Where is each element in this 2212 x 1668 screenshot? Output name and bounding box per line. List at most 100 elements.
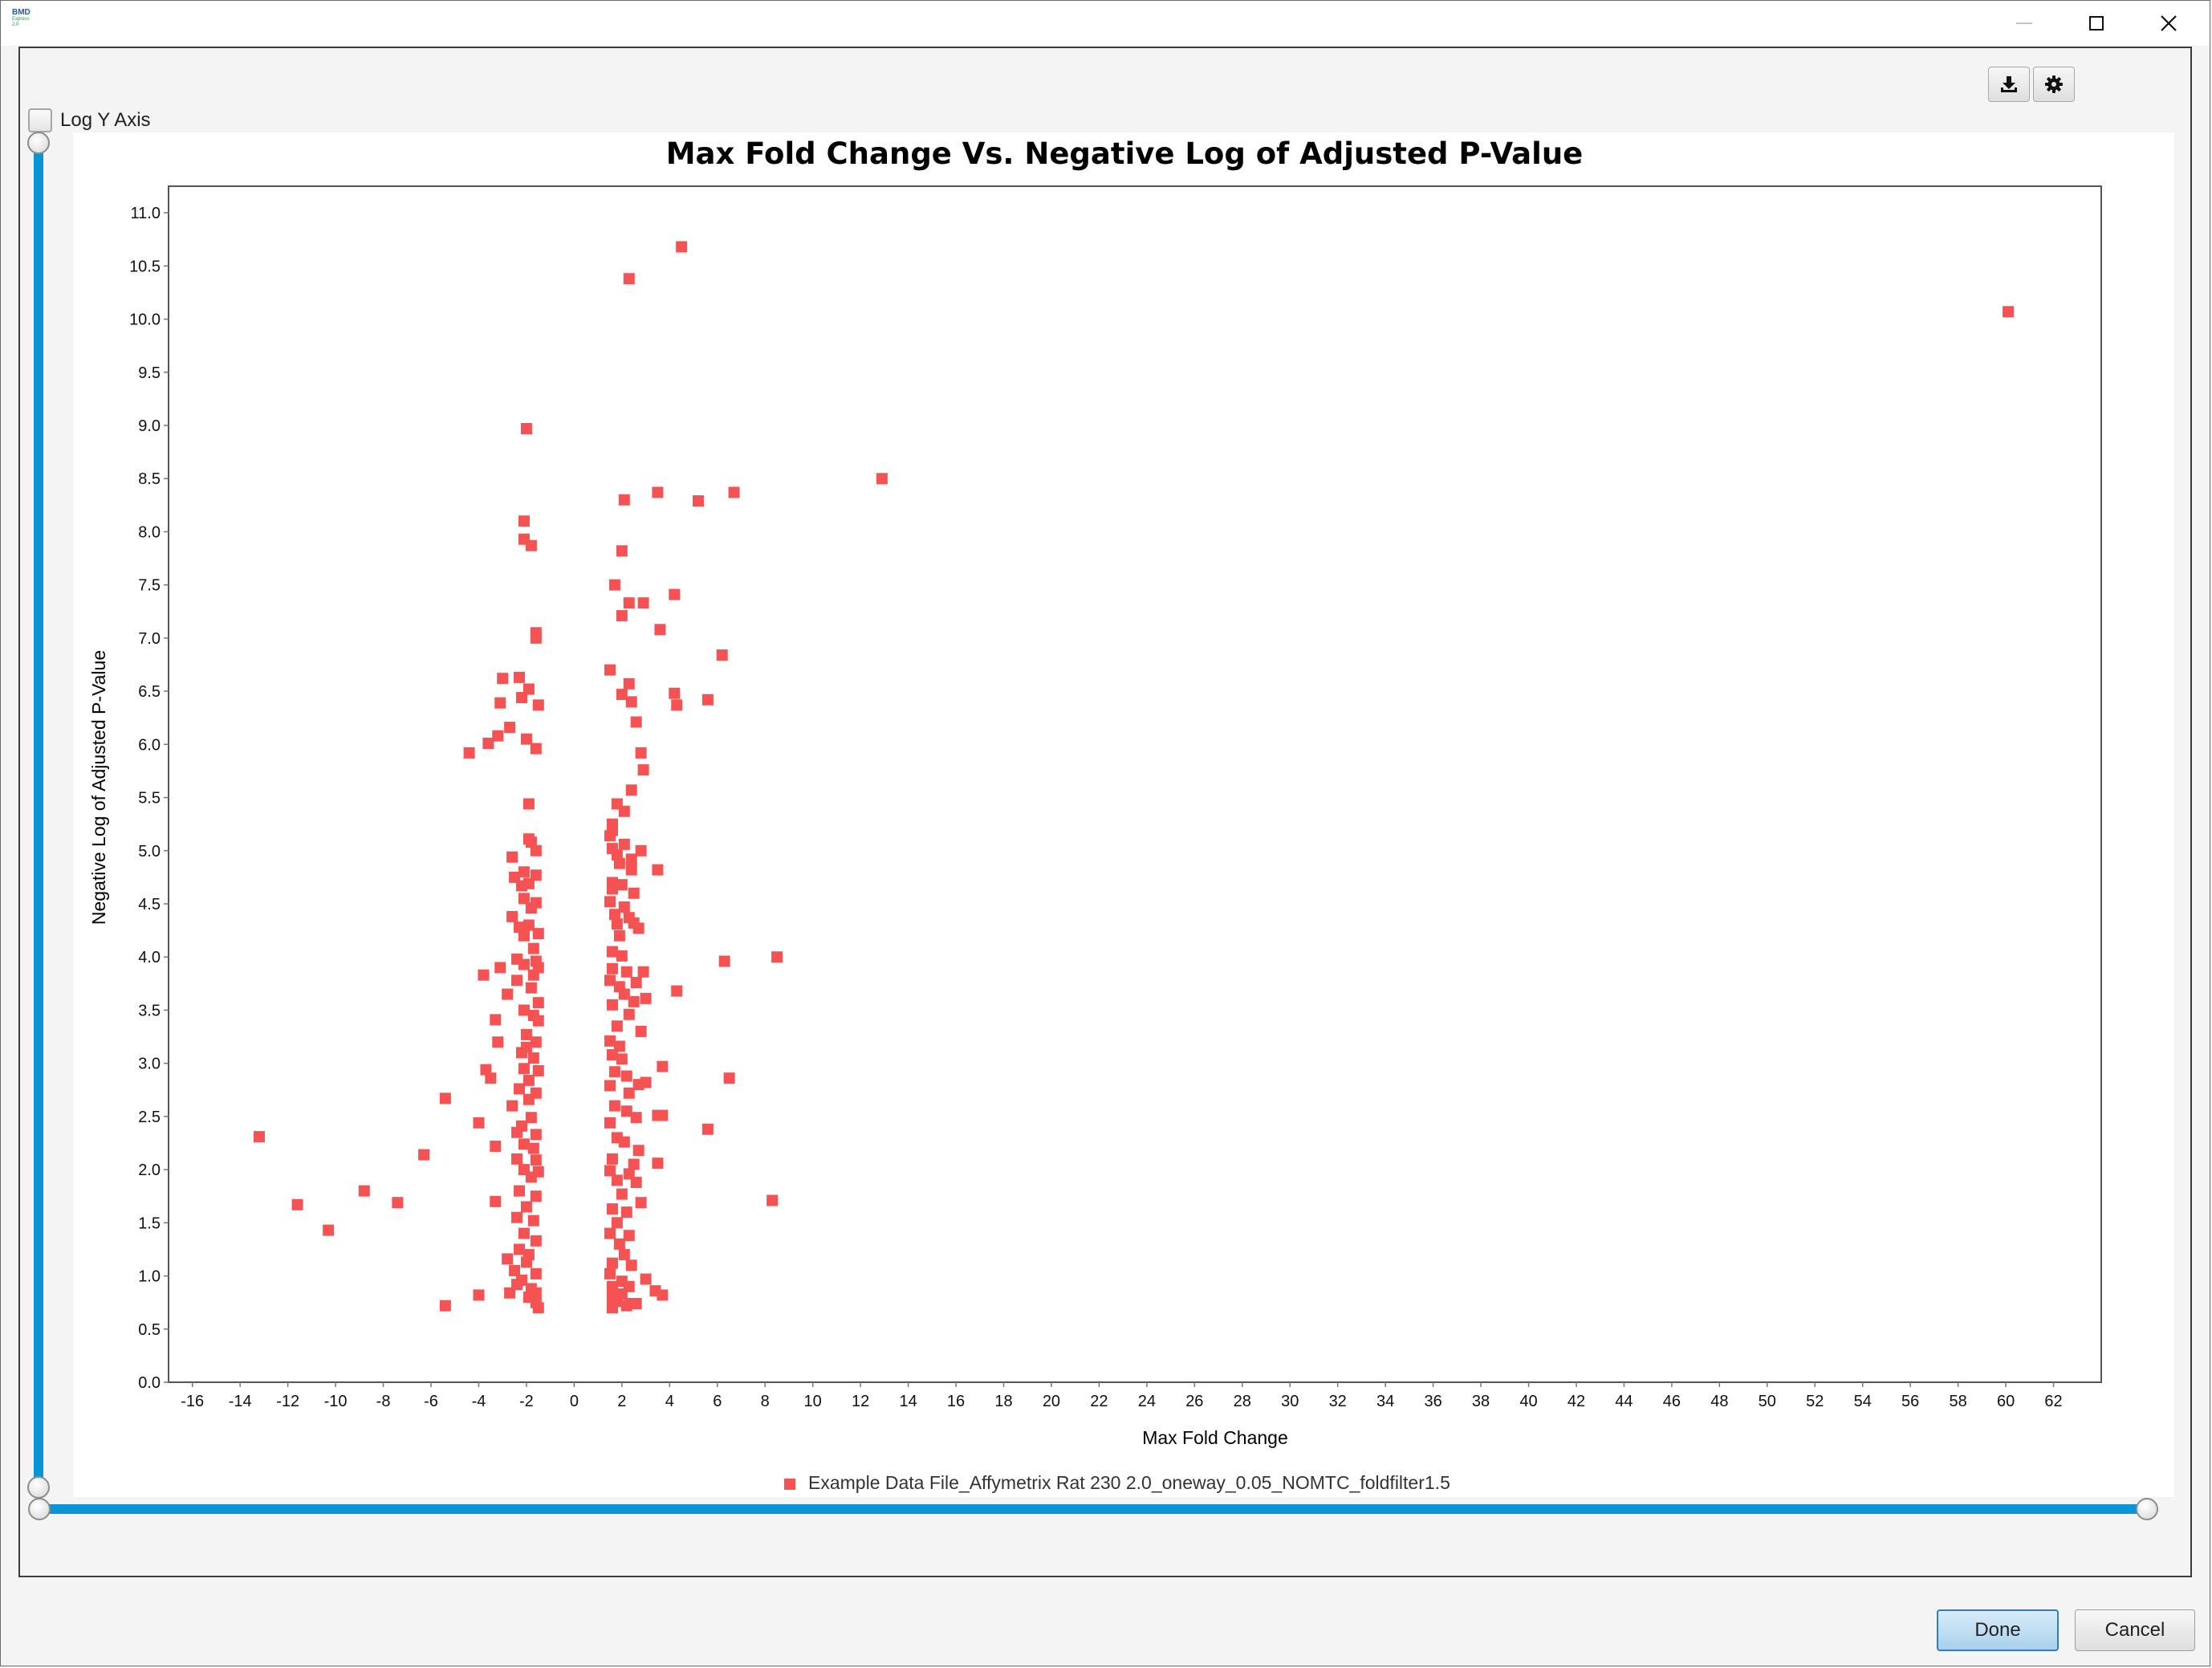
data-point: [520, 1256, 532, 1268]
data-point: [358, 1185, 370, 1197]
data-point: [490, 1140, 502, 1152]
y-tick-label: 0.0: [138, 1374, 161, 1392]
log-y-axis-checkbox[interactable]: [28, 108, 52, 132]
data-point: [618, 494, 630, 506]
data-point: [630, 1112, 642, 1124]
data-point: [637, 764, 649, 776]
data-point: [608, 1100, 620, 1112]
data-point: [502, 988, 514, 1000]
download-button[interactable]: [1988, 67, 2030, 102]
data-point: [628, 995, 640, 1007]
data-point: [604, 664, 616, 676]
scatter-chart[interactable]: Max Fold Change Vs. Negative Log of Adju…: [73, 132, 2174, 1497]
data-point: [518, 1138, 530, 1150]
x-tick-label: 26: [1185, 1393, 1203, 1410]
data-point: [606, 1257, 618, 1269]
data-point: [606, 1203, 618, 1215]
data-point: [604, 896, 616, 908]
x-range-min-handle[interactable]: [28, 1498, 51, 1520]
y-tick-label: 7.0: [138, 630, 161, 648]
minimize-button[interactable]: [1988, 1, 2060, 46]
data-point: [511, 1279, 523, 1291]
x-range-max-handle[interactable]: [2136, 1498, 2158, 1520]
data-point: [608, 909, 620, 921]
x-tick-label: 36: [1424, 1393, 1441, 1410]
data-point: [482, 738, 494, 750]
data-point: [473, 1289, 485, 1301]
y-tick-label: 1.5: [138, 1214, 161, 1232]
data-point: [514, 921, 526, 934]
done-button[interactable]: Done: [1937, 1609, 2059, 1651]
data-point: [523, 798, 535, 810]
data-point: [530, 742, 542, 755]
x-tick-label: 28: [1234, 1393, 1251, 1410]
y-tick-label: 9.5: [138, 364, 161, 382]
data-point: [652, 1157, 664, 1170]
x-tick-label: 20: [1043, 1393, 1060, 1410]
data-point: [525, 1112, 537, 1124]
y-range-max-handle[interactable]: [27, 132, 50, 154]
x-range-slider-track[interactable]: [38, 1504, 2147, 1514]
log-y-axis-option[interactable]: Log Y Axis: [28, 107, 151, 134]
data-point: [632, 1145, 644, 1157]
data-point: [515, 1047, 527, 1059]
data-point: [606, 999, 618, 1011]
data-point: [523, 919, 535, 931]
data-point: [771, 951, 783, 963]
data-point: [511, 1153, 523, 1165]
data-point: [635, 747, 647, 759]
data-point: [492, 1036, 504, 1048]
data-point: [518, 958, 530, 970]
data-point: [532, 928, 544, 940]
data-point: [530, 1267, 542, 1279]
data-point: [604, 1227, 616, 1239]
x-tick-label: -2: [519, 1393, 534, 1410]
y-range-min-handle[interactable]: [27, 1476, 50, 1499]
data-point: [604, 1080, 616, 1092]
data-point: [525, 1171, 537, 1183]
settings-button[interactable]: [2033, 67, 2075, 102]
y-range-slider-track[interactable]: [34, 144, 43, 1487]
x-tick-label: 58: [1950, 1393, 1967, 1410]
close-button[interactable]: [2133, 1, 2205, 46]
y-tick-label: 6.0: [138, 736, 161, 754]
data-point: [620, 1105, 632, 1117]
data-point: [530, 844, 542, 856]
plot-panel[interactable]: Max Fold Change Vs. Negative Log of Adju…: [73, 132, 2174, 1497]
data-point: [520, 733, 532, 745]
data-point: [478, 969, 490, 981]
data-point: [611, 1174, 623, 1186]
data-point: [630, 1297, 642, 1309]
data-point: [439, 1092, 451, 1105]
data-point: [611, 1217, 623, 1229]
y-tick-label: 11.0: [131, 205, 161, 222]
y-tick-label: 0.5: [138, 1321, 161, 1339]
data-point: [530, 1154, 542, 1166]
data-point: [520, 1028, 532, 1040]
data-point: [525, 539, 537, 551]
data-point: [632, 1079, 644, 1091]
data-point: [473, 1117, 485, 1129]
maximize-icon: [2089, 16, 2104, 31]
maximize-button[interactable]: [2060, 1, 2133, 46]
data-point: [514, 671, 526, 683]
data-point: [530, 1036, 542, 1048]
y-tick-label: 3.0: [138, 1056, 161, 1073]
y-tick-label: 3.5: [138, 1002, 161, 1019]
x-tick-label: 50: [1759, 1393, 1776, 1410]
data-point: [323, 1224, 335, 1236]
data-point: [608, 1066, 620, 1078]
title-bar[interactable]: BMD Express 2.0: [1, 1, 2210, 46]
data-point: [630, 716, 642, 728]
x-tick-label: 4: [665, 1393, 674, 1410]
data-point: [635, 844, 647, 856]
data-point: [618, 901, 630, 913]
x-tick-label: 44: [1615, 1393, 1633, 1410]
data-point: [640, 1273, 652, 1285]
data-point: [525, 836, 537, 848]
cancel-button[interactable]: Cancel: [2075, 1609, 2195, 1651]
data-point: [514, 1083, 526, 1095]
x-tick-label: 6: [713, 1393, 722, 1410]
plot-area[interactable]: [168, 185, 2102, 1383]
data-point: [766, 1194, 779, 1206]
